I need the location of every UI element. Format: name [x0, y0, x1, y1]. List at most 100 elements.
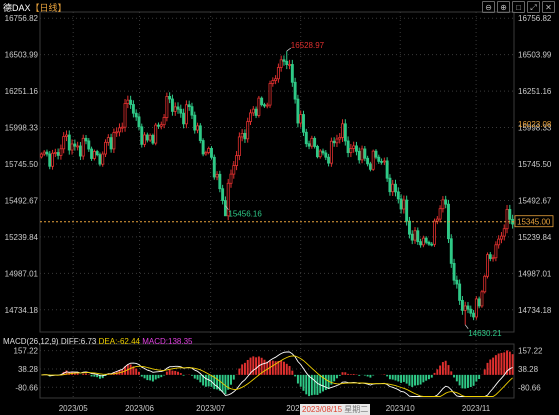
candle-body — [433, 220, 436, 245]
macd-value: MACD:138.35 — [142, 337, 193, 346]
candle-body — [438, 208, 442, 220]
price-tick-right: 16503.99 — [518, 51, 552, 60]
zoom-out-button[interactable]: ⊖ — [482, 1, 495, 13]
candle-body — [104, 141, 107, 155]
zoom-in-button[interactable]: ⊕ — [497, 1, 510, 13]
low-annotation: 15456.16 — [228, 210, 262, 219]
date-tick: 2023/11 — [462, 404, 491, 413]
candle-body — [84, 137, 88, 142]
candle-body — [505, 209, 509, 230]
candle-body — [51, 152, 55, 167]
macd-panel-frame — [39, 343, 515, 399]
candle-body — [352, 145, 356, 149]
close-button[interactable]: ✕ — [542, 1, 555, 13]
candle-body — [355, 145, 358, 152]
candle-body — [143, 134, 147, 145]
candle-body — [221, 188, 225, 201]
price-tick-right: 15998.33 — [518, 124, 552, 133]
candle-body — [134, 112, 138, 118]
candle-body — [162, 117, 166, 126]
price-tick-right: 15239.84 — [518, 233, 552, 242]
candle-body — [502, 228, 506, 237]
candle-body — [343, 123, 347, 142]
candle-body — [338, 137, 342, 140]
candle-body — [463, 305, 467, 311]
high-annotation: 16528.97 — [291, 41, 325, 50]
candle-body — [324, 152, 328, 158]
candle-body — [48, 153, 52, 167]
candle-body — [129, 99, 133, 105]
candle-body — [92, 151, 96, 159]
candle-body — [452, 262, 456, 281]
candle-body — [53, 152, 57, 154]
candle-body — [307, 143, 311, 147]
candle-body — [460, 299, 464, 311]
candle-body — [131, 104, 135, 114]
candle-body — [154, 124, 158, 144]
candle-body — [265, 104, 269, 107]
candle-body — [469, 308, 473, 314]
candle-body — [410, 233, 414, 241]
candle-body — [477, 298, 481, 307]
candle-body — [341, 123, 344, 138]
annotation-pointer — [464, 324, 469, 329]
candle-body — [424, 237, 428, 243]
candle-body — [380, 160, 384, 163]
last-price-label: 16023.08 — [518, 120, 552, 129]
candle-body — [402, 199, 406, 210]
candle-body — [335, 138, 339, 144]
candle-body — [449, 238, 453, 264]
candle-body — [377, 156, 381, 162]
candle-body — [499, 235, 503, 240]
candle-body — [76, 145, 80, 148]
date-tick: 2023/07 — [196, 404, 225, 413]
macd-tick-right: 38.28 — [518, 365, 539, 374]
candle-body — [458, 283, 462, 301]
candle-body — [486, 254, 489, 277]
candle-body — [157, 124, 160, 127]
candle-body — [360, 148, 364, 161]
candle-body — [87, 140, 91, 150]
date-tick: 2023/06 — [125, 404, 154, 413]
candle-body — [366, 157, 370, 165]
candle-body — [140, 126, 144, 145]
candle-body — [170, 98, 174, 112]
candle-body — [290, 64, 294, 83]
price-tick-left: 16756.82 — [5, 14, 39, 23]
candle-body — [173, 106, 177, 112]
candle-body — [310, 137, 314, 147]
cursor-weekday: 星期二 — [344, 405, 369, 414]
macd-tick-left: -80.66 — [15, 383, 38, 392]
candle-body — [204, 152, 208, 155]
candle-body — [232, 165, 236, 175]
maximize-button[interactable]: ⤢ — [527, 1, 540, 13]
price-tick-right: 16756.82 — [518, 14, 552, 23]
price-tick-left: 15239.84 — [5, 233, 39, 242]
window-button[interactable]: □ — [512, 1, 525, 13]
candle-body — [349, 148, 353, 154]
candle-body — [394, 183, 397, 193]
price-tick-right: 15492.67 — [518, 196, 552, 205]
macd-dea: DEA:-62.44 — [98, 337, 140, 346]
candle-body — [405, 199, 409, 222]
macd-legend: MACD(26,12,9) DIFF:6.73 DEA:-62.44 MACD:… — [3, 337, 192, 346]
candle-body — [45, 151, 49, 155]
candle-body — [374, 150, 378, 158]
symbol-label: 德DAX — [3, 3, 31, 13]
candle-body — [491, 257, 495, 260]
candle-body — [42, 151, 46, 155]
macd-dif: DIFF:6.73 — [60, 337, 97, 346]
candle-body — [201, 140, 205, 155]
date-tick: 2023/05 — [59, 404, 88, 413]
candle-body — [435, 218, 439, 222]
candle-body — [70, 143, 74, 151]
candle-body — [488, 254, 492, 259]
candle-body — [474, 298, 478, 318]
candle-body — [304, 131, 308, 145]
annotation-pointer — [225, 205, 229, 210]
macd-dea-line — [41, 355, 513, 397]
candle-body — [419, 241, 423, 246]
price-tick-right: 15745.50 — [518, 160, 552, 169]
candle-body — [109, 137, 113, 150]
